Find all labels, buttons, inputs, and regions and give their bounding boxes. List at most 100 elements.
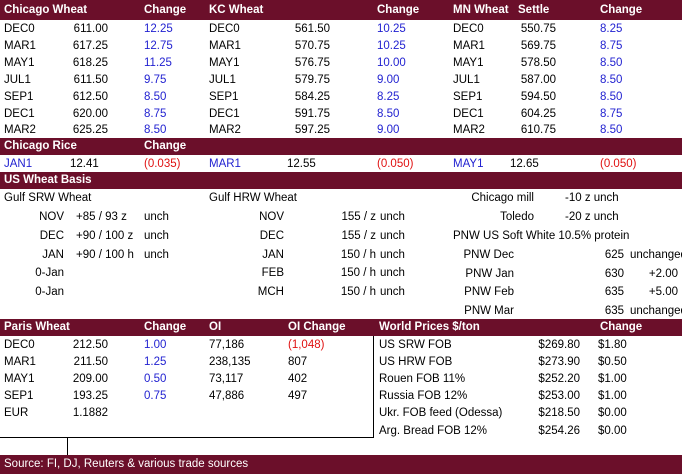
pnw-price: 635: [604, 286, 624, 298]
world-label: US HRW FOB: [379, 356, 453, 369]
paris-month: DEC0: [4, 339, 35, 351]
footer-band: Source: FI, DJ, Reuters & various trade …: [0, 455, 682, 474]
srw-month: NOV: [39, 211, 64, 223]
mn-change: 8.50: [600, 90, 623, 103]
chicago-change: 12.25: [144, 23, 173, 35]
hrw-basis: 155 / z: [341, 211, 376, 223]
srw-month: 0-Jan: [35, 286, 64, 299]
chicago-value: 618.25: [72, 56, 108, 69]
mn-month: JUL1: [453, 73, 480, 86]
chicago-change: 11.25: [144, 56, 172, 69]
mn-month: DEC1: [453, 107, 484, 120]
kc-change: 8.50: [377, 107, 400, 120]
hrw-basis: 150 / h: [340, 267, 376, 280]
chicago-value: 612.50: [72, 90, 108, 103]
basis-value: -20 z unch: [565, 211, 619, 223]
paris-month: MAY1: [4, 373, 35, 386]
chicago-change: 8.50: [144, 124, 167, 137]
basis-value: -10 z unch: [565, 192, 619, 204]
world-label: Rouen FOB 11%: [379, 373, 466, 386]
paris-oi-change: 807: [288, 356, 308, 369]
chicago-value: 611.00: [73, 23, 108, 35]
chicago-month: MAR1: [4, 39, 36, 52]
paris-bottom-rule: [0, 437, 374, 438]
hrw-basis: 150 / h: [340, 286, 376, 299]
hrw-change: unch: [380, 248, 405, 261]
basis-location: Toledo: [500, 211, 534, 223]
srw-change: unch: [144, 211, 169, 223]
kc-month: SEP1: [209, 90, 239, 103]
world-change: $1.00: [598, 373, 627, 386]
rice-header-band: Chicago Rice Change: [0, 138, 682, 155]
basis-location: Chicago mill: [471, 192, 534, 204]
basis-header-band: US Wheat Basis: [0, 172, 682, 189]
paris-change: 0.75: [144, 390, 167, 403]
world-change: $1.80: [598, 339, 627, 351]
rice-month: JAN1: [4, 158, 33, 170]
rice-month: MAR1: [209, 158, 241, 170]
chicago-month: DEC0: [4, 23, 35, 35]
rice-title: Chicago Rice: [4, 140, 77, 152]
hrw-change: unch: [380, 286, 405, 299]
pnw-price: 635: [604, 305, 624, 317]
paris-month: MAR1: [4, 356, 36, 369]
kc-change: 10.25: [377, 39, 406, 52]
paris-oi-header: OI: [209, 321, 222, 333]
paris-month: SEP1: [4, 390, 34, 403]
srw-month: DEC: [39, 229, 64, 242]
pnw-month: PNW Mar: [464, 305, 514, 317]
chicago-change-header: Change: [144, 4, 187, 16]
mn-change-header: Change: [600, 4, 643, 16]
kc-month: MAY1: [209, 56, 240, 69]
futures-header-band: Chicago Wheat Change KC Wheat Change MN …: [0, 0, 682, 20]
mn-change: 8.50: [600, 124, 623, 137]
world-change: $0.00: [598, 424, 627, 437]
pnw-change: +5.00: [648, 286, 678, 298]
hrw-change: unch: [380, 229, 405, 242]
mn-month: SEP1: [453, 90, 483, 103]
kc-wheat-header: KC Wheat: [209, 4, 264, 16]
kc-value: 570.75: [294, 39, 330, 52]
chicago-change: 8.50: [144, 90, 167, 103]
footer-source: Source: FI, DJ, Reuters & various trade …: [4, 458, 249, 470]
mn-settle: 550.75: [520, 23, 556, 35]
paris-wheat-header: Paris Wheat: [4, 321, 70, 333]
mn-month: MAR1: [453, 39, 485, 52]
srw-month: JAN: [42, 248, 64, 261]
hrw-month: DEC: [259, 229, 284, 242]
world-change: $0.50: [598, 356, 627, 369]
kc-value: 591.75: [294, 107, 330, 120]
chicago-month: JUL1: [4, 73, 31, 86]
kc-month: DEC1: [209, 107, 240, 120]
world-price: $269.80: [538, 339, 580, 351]
paris-change: 1.25: [144, 356, 167, 369]
chicago-change: 8.75: [144, 107, 167, 120]
kc-month: MAR2: [209, 124, 241, 137]
hrw-change: unch: [380, 267, 405, 280]
pnw-price: 625: [604, 249, 624, 261]
paris-oi: 238,135: [209, 356, 251, 369]
world-label: Ukr. FOB feed (Odessa): [379, 407, 503, 420]
mn-month: MAY1: [453, 56, 484, 69]
mn-change: 8.50: [600, 73, 623, 86]
paris-header-band: Paris Wheat Change OI OI Change World Pr…: [0, 319, 682, 336]
paris-change: 0.50: [144, 373, 167, 386]
hrw-month: MCH: [257, 286, 284, 299]
mn-settle: 578.50: [520, 56, 556, 69]
kc-value: 579.75: [294, 73, 330, 86]
pnw-month: PNW Dec: [463, 249, 514, 261]
paris-change: 1.00: [144, 339, 167, 351]
srw-change: unch: [144, 229, 169, 242]
kc-change: 8.25: [377, 90, 400, 103]
paris-value: 193.25: [72, 390, 108, 403]
hrw-month: JAN: [262, 248, 284, 261]
srw-month: 0-Jan: [35, 267, 64, 280]
chicago-month: DEC1: [4, 107, 35, 120]
pnw-month: PNW Feb: [464, 286, 514, 298]
hrw-basis: 155 / z: [341, 229, 376, 242]
mn-change: 8.25: [600, 23, 623, 35]
paris-oi: 77,186: [209, 339, 245, 351]
pnw-price: 630: [604, 268, 624, 280]
world-change-header: Change: [600, 321, 643, 333]
paris-value: 211.50: [73, 356, 108, 369]
